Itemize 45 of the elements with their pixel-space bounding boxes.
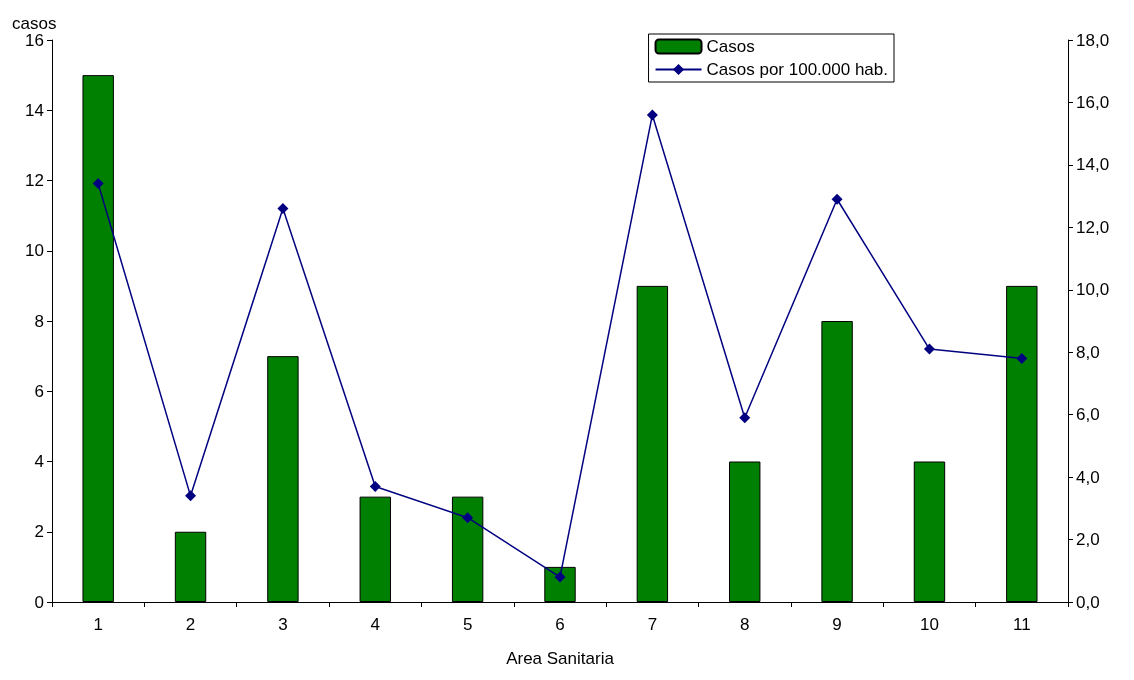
y2-tick-label: 18,0 (1076, 30, 1110, 50)
y-tick-label: 2 (34, 522, 44, 542)
point (185, 490, 197, 502)
y-tick-label: 0 (34, 592, 44, 612)
legend-label: Casos por 100.000 hab. (706, 60, 889, 79)
x-tick-label: 5 (462, 615, 473, 634)
y-tick-label: 12 (25, 171, 44, 190)
point (646, 109, 658, 121)
x-tick-label: 9 (832, 615, 842, 634)
point (462, 512, 474, 524)
x-tick-label: 7 (647, 615, 658, 634)
y2-tick-label: 0,0 (1076, 592, 1100, 612)
y2-tick-label: 16,0 (1076, 92, 1110, 112)
x-tick-label: 2 (185, 615, 196, 634)
y2-tick-label: 6,0 (1076, 405, 1100, 425)
y-tick-label: 14 (25, 100, 44, 120)
y-tick-label: 4 (34, 452, 44, 471)
point (277, 203, 289, 215)
x-axis-title: Area Sanitaria (506, 649, 615, 668)
y2-tick-label: 12,0 (1076, 217, 1110, 237)
y2-tick-label: 4,0 (1076, 467, 1100, 487)
point (92, 178, 104, 190)
y-tick-label: 6 (34, 381, 44, 401)
point (1016, 352, 1028, 364)
point (923, 343, 935, 355)
legend-label: Casos (706, 37, 755, 56)
y-tick-label: 10 (25, 241, 44, 261)
x-tick-label: 3 (278, 615, 288, 634)
x-tick-label: 8 (739, 615, 750, 634)
y-tick-label: 16 (25, 30, 44, 50)
y2-tick-label: 8,0 (1076, 342, 1100, 362)
y2-tick-label: 14,0 (1076, 155, 1110, 175)
y2-tick-label: 10,0 (1076, 280, 1110, 300)
point (831, 193, 843, 205)
x-tick-label: 11 (1012, 615, 1031, 634)
x-tick-label: 4 (370, 615, 381, 634)
point (369, 480, 381, 492)
y-axis-title: casos (12, 13, 57, 33)
y2-tick-label: 2,0 (1076, 530, 1100, 550)
y-tick-label: 8 (34, 311, 44, 331)
point (554, 571, 566, 583)
point (739, 412, 751, 424)
x-tick-label: 10 (919, 615, 939, 634)
x-tick-label: 6 (555, 615, 565, 634)
x-tick-label: 1 (93, 615, 103, 634)
